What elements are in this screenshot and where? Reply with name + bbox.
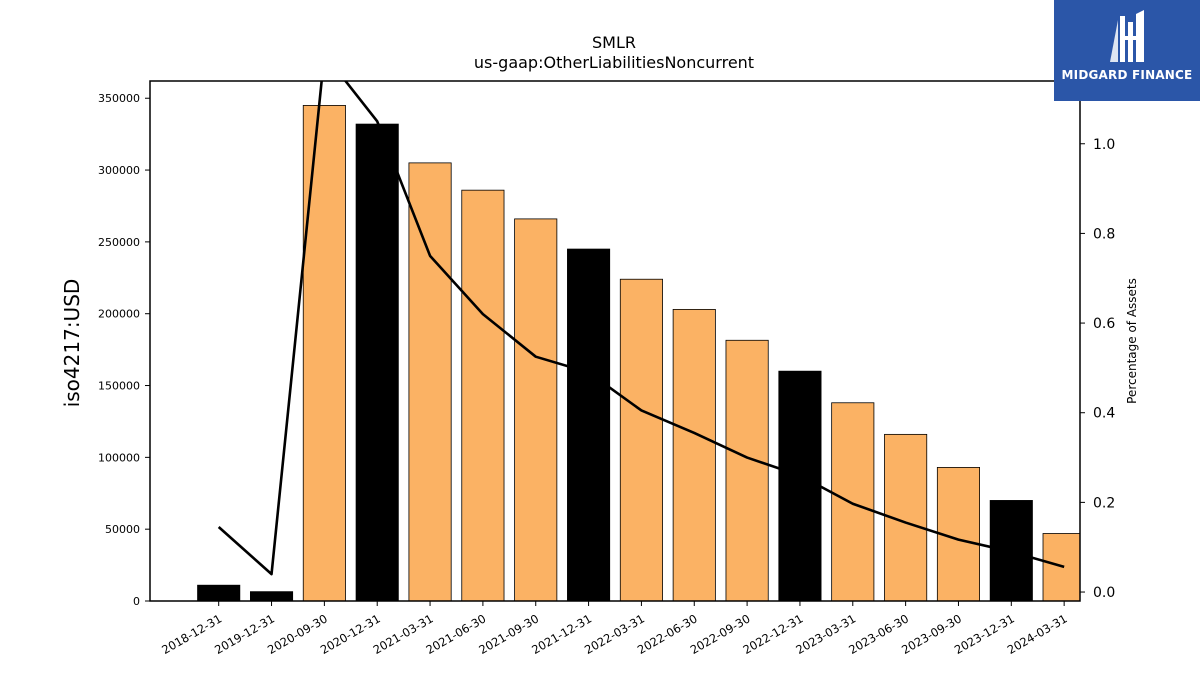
- bar: [1042, 533, 1080, 601]
- y2-tick-label: 0.8: [1093, 226, 1115, 242]
- x-tick-label: 2024-03-31: [1005, 611, 1070, 657]
- logo-text: MIDGARD FINANCE: [1061, 68, 1193, 82]
- chart-subtitle: us-gaap:OtherLiabilitiesNoncurrent: [474, 53, 754, 72]
- bar: [408, 162, 452, 601]
- y2-tick-label: 0.4: [1093, 406, 1115, 422]
- y-tick-label: 350000: [98, 92, 140, 105]
- y-tick-label: 50000: [105, 523, 140, 536]
- bar: [461, 189, 505, 601]
- plot-frame: [149, 80, 1081, 602]
- y2-tick-label: 0.6: [1093, 316, 1115, 332]
- logo-mark-icon: [1110, 10, 1144, 62]
- bar-series: [197, 105, 1080, 601]
- y2-tick-label: 1.0: [1093, 137, 1115, 153]
- chart-title: SMLR: [592, 33, 636, 52]
- line-series: [217, 81, 1065, 576]
- y-axis-label: iso4217:USD: [60, 279, 84, 408]
- y-tick-label: 200000: [98, 308, 140, 321]
- y2-tick-label: 0.0: [1093, 585, 1115, 601]
- bar: [778, 370, 822, 601]
- y-tick-label: 250000: [98, 236, 140, 249]
- bar: [355, 123, 399, 601]
- bar: [302, 105, 346, 601]
- bar: [567, 248, 611, 601]
- percentage-line: [217, 81, 1065, 576]
- bar: [831, 402, 875, 601]
- y-tick-label: 0: [133, 595, 140, 608]
- y-tick-label: 100000: [98, 451, 140, 464]
- bar: [197, 584, 241, 601]
- bar: [249, 591, 294, 601]
- y-tick-label: 300000: [98, 164, 140, 177]
- bar: [672, 308, 716, 601]
- y2-axis-label: Percentage of Assets: [1125, 278, 1139, 404]
- bar: [619, 278, 663, 601]
- bar: [514, 218, 558, 601]
- midgard-finance-logo: MIDGARD FINANCE: [1054, 0, 1200, 101]
- y-tick-label: 150000: [98, 380, 140, 393]
- bar: [725, 339, 769, 601]
- y2-tick-label: 0.2: [1093, 495, 1115, 511]
